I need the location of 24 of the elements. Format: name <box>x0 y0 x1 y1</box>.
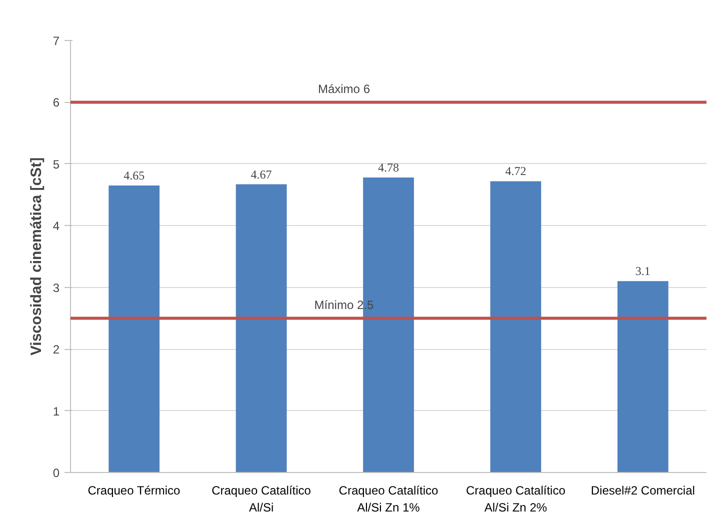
x-tick-label: Craqueo Catalítico Al/Si <box>212 484 312 514</box>
x-tick-label: Craqueo Catalítico Al/Si Zn 1% <box>338 484 439 514</box>
ref-line-label: Máximo 6 <box>318 82 370 96</box>
data-label: 3.1 <box>635 264 650 278</box>
y-axis-title: Viscosidad cinemática [cSt] <box>28 157 45 356</box>
y-tick-label: 7 <box>52 34 60 48</box>
y-tick-label: 4 <box>52 219 60 234</box>
bar <box>617 281 668 472</box>
x-tick-label: Diesel#2 Comercial <box>590 484 695 498</box>
data-label: 4.78 <box>378 160 399 175</box>
bar <box>236 184 287 472</box>
x-tick-label: Craqueo Térmico <box>88 484 181 498</box>
y-tick-label: 6 <box>52 96 60 110</box>
y-tick-label: 2 <box>52 342 60 357</box>
x-tick-label: Craqueo Catalítico Al/Si Zn 2% <box>466 484 566 514</box>
y-tick-label: 1 <box>52 404 60 418</box>
y-tick-label: 5 <box>52 157 60 172</box>
bar <box>108 186 160 472</box>
data-label: 4.65 <box>124 168 145 183</box>
y-tick-label: 3 <box>52 280 60 295</box>
data-label: 4.72 <box>505 164 526 178</box>
bar <box>490 181 542 472</box>
y-tick-label: 0 <box>52 466 60 480</box>
data-label: 4.67 <box>250 167 272 182</box>
